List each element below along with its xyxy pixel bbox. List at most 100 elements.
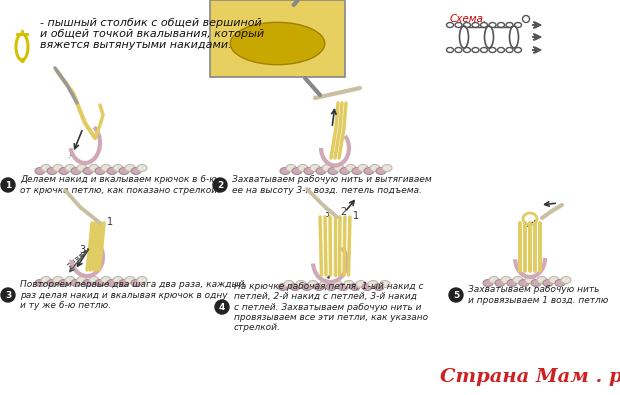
Text: 3: 3 [79, 245, 85, 255]
Text: 1: 1 [107, 217, 113, 227]
Text: Страна Мам . ру: Страна Мам . ру [440, 368, 620, 386]
Ellipse shape [543, 280, 553, 286]
Text: и общей точкой вкалывания, который: и общей точкой вкалывания, который [40, 29, 264, 39]
Ellipse shape [284, 280, 294, 288]
Text: Захватываем рабочую нить и вытягиваем
ее на высоту 3-х возд. петель подъема.: Захватываем рабочую нить и вытягиваем ее… [232, 175, 432, 195]
Ellipse shape [125, 164, 135, 171]
Ellipse shape [513, 276, 523, 284]
Text: Схема.: Схема. [450, 14, 487, 24]
Ellipse shape [35, 280, 45, 286]
Ellipse shape [332, 280, 342, 288]
Text: 3: 3 [5, 290, 11, 299]
Text: 1: 1 [353, 211, 359, 221]
Ellipse shape [101, 276, 111, 284]
Text: 2: 2 [91, 232, 97, 242]
Ellipse shape [380, 280, 390, 288]
Ellipse shape [507, 280, 517, 286]
Ellipse shape [35, 167, 45, 175]
Ellipse shape [376, 167, 386, 175]
Ellipse shape [41, 164, 51, 171]
Text: 4: 4 [219, 303, 225, 312]
Circle shape [449, 288, 463, 302]
Ellipse shape [119, 167, 129, 175]
Ellipse shape [59, 280, 69, 286]
Ellipse shape [314, 284, 324, 290]
Ellipse shape [320, 280, 330, 288]
Ellipse shape [137, 276, 147, 284]
Ellipse shape [561, 276, 571, 284]
Ellipse shape [71, 280, 81, 286]
Ellipse shape [125, 276, 135, 284]
Text: вяжется вытянутыми накидами.: вяжется вытянутыми накидами. [40, 40, 232, 50]
Ellipse shape [328, 167, 338, 175]
Ellipse shape [302, 284, 312, 290]
Ellipse shape [137, 164, 147, 171]
Ellipse shape [47, 280, 57, 286]
Ellipse shape [362, 284, 372, 290]
Ellipse shape [537, 276, 547, 284]
Ellipse shape [296, 280, 306, 288]
Ellipse shape [286, 164, 296, 171]
Ellipse shape [489, 276, 499, 284]
Circle shape [1, 288, 15, 302]
Ellipse shape [519, 280, 529, 286]
Ellipse shape [280, 167, 290, 175]
Ellipse shape [77, 164, 87, 171]
Ellipse shape [107, 167, 117, 175]
Ellipse shape [340, 167, 350, 175]
Ellipse shape [53, 276, 63, 284]
Ellipse shape [531, 280, 541, 286]
Ellipse shape [83, 167, 93, 175]
Ellipse shape [326, 284, 336, 290]
Ellipse shape [368, 280, 378, 288]
Ellipse shape [65, 276, 75, 284]
Text: На крючке рабочая петля, 1-ый накид с
петлей, 2-й накид с петлей, 3-й накид
с пе: На крючке рабочая петля, 1-ый накид с пе… [234, 282, 428, 332]
Ellipse shape [290, 284, 300, 290]
Text: - пышный столбик с общей вершиной: - пышный столбик с общей вершиной [40, 18, 262, 28]
Text: 1: 1 [5, 181, 11, 190]
Ellipse shape [304, 167, 314, 175]
Ellipse shape [131, 167, 141, 175]
Ellipse shape [71, 167, 81, 175]
Ellipse shape [346, 164, 356, 171]
Ellipse shape [338, 284, 348, 290]
Ellipse shape [119, 280, 129, 286]
Ellipse shape [65, 164, 75, 171]
Ellipse shape [47, 167, 57, 175]
Text: 2: 2 [340, 207, 346, 217]
Ellipse shape [495, 280, 505, 286]
Ellipse shape [292, 167, 302, 175]
Circle shape [215, 300, 229, 314]
Ellipse shape [555, 280, 565, 286]
Text: 2: 2 [217, 181, 223, 190]
Ellipse shape [374, 284, 384, 290]
Ellipse shape [334, 164, 344, 171]
Ellipse shape [83, 280, 93, 286]
Text: 3: 3 [323, 209, 329, 219]
Ellipse shape [113, 164, 123, 171]
Ellipse shape [316, 167, 326, 175]
Ellipse shape [131, 280, 141, 286]
Ellipse shape [344, 280, 354, 288]
Ellipse shape [53, 164, 63, 171]
Ellipse shape [356, 280, 366, 288]
Ellipse shape [89, 164, 99, 171]
Ellipse shape [230, 23, 325, 65]
Circle shape [1, 178, 15, 192]
Ellipse shape [382, 164, 392, 171]
Circle shape [213, 178, 227, 192]
Ellipse shape [483, 280, 493, 286]
Text: 5: 5 [453, 290, 459, 299]
Ellipse shape [525, 276, 535, 284]
Ellipse shape [95, 280, 105, 286]
Ellipse shape [308, 280, 318, 288]
Ellipse shape [310, 164, 320, 171]
Ellipse shape [350, 284, 360, 290]
Ellipse shape [501, 276, 511, 284]
Ellipse shape [352, 167, 362, 175]
Ellipse shape [101, 164, 111, 171]
Ellipse shape [549, 276, 559, 284]
Ellipse shape [358, 164, 368, 171]
FancyBboxPatch shape [210, 0, 345, 77]
Ellipse shape [113, 276, 123, 284]
